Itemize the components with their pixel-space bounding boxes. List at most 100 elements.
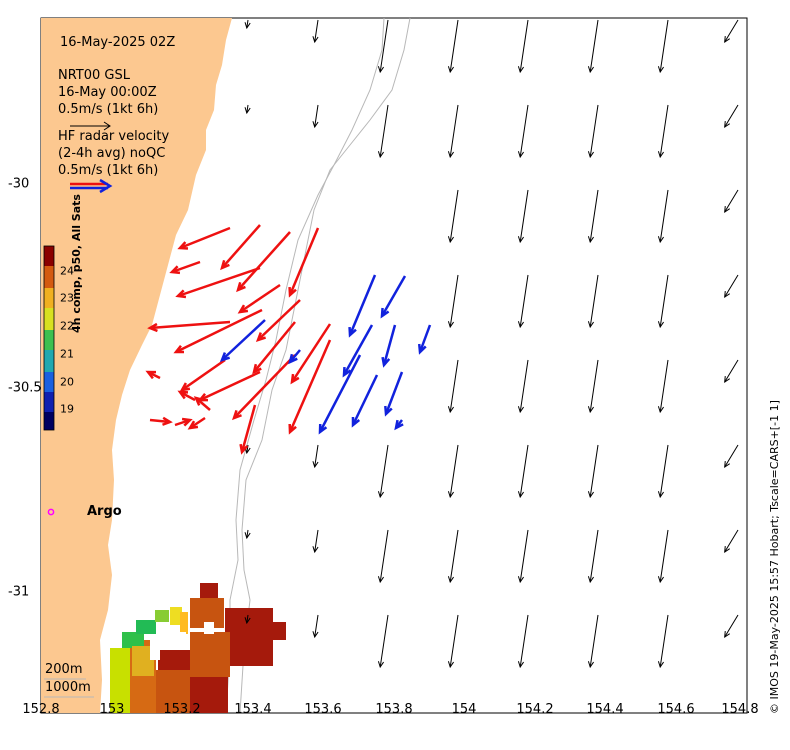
radar-vector-blue [394, 419, 404, 431]
model-vector-arrow [517, 19, 529, 74]
radar-vector-red [177, 390, 196, 402]
model-vector-arrow [312, 104, 319, 129]
radar-vector-blue [348, 274, 377, 338]
model-vector-arrow [244, 529, 251, 540]
x-tick-label: 154.8 [721, 702, 759, 717]
radar-vector-red [236, 231, 291, 293]
model-vector-arrow [724, 614, 739, 638]
radar-vector-red [252, 321, 296, 375]
model-vector-arrow [312, 614, 319, 639]
x-tick-label: 154 [451, 702, 477, 717]
model-vector-arrow [312, 529, 319, 554]
model-vector-arrow [377, 614, 389, 669]
radar-vector-red [147, 320, 231, 333]
radar-vector-blue [381, 324, 397, 368]
model-vector-arrow [312, 19, 319, 44]
model-vector-arrow [587, 529, 599, 584]
model-vector-arrow [657, 529, 669, 584]
model-vector-arrow [517, 529, 529, 584]
model-name-label: NRT00 GSL [58, 68, 130, 83]
radar-vector-blue [219, 319, 266, 362]
model-vector-arrow [447, 444, 459, 499]
colorbar-tick-20: 20 [60, 375, 74, 389]
radar-vector-red [179, 358, 226, 392]
model-vector-arrow [517, 614, 529, 669]
model-vector-arrow [587, 19, 599, 74]
model-vector-arrow [447, 274, 459, 329]
legend-radar-arrow [70, 178, 113, 194]
radar-vector-red [169, 260, 201, 275]
model-vector-arrow [657, 189, 669, 244]
model-vector-arrow [517, 274, 529, 329]
radar-vector-blue [380, 275, 407, 319]
model-vector-arrow [587, 444, 599, 499]
sst-pixels [110, 583, 286, 713]
colorbar-tick-23: 23 [60, 291, 74, 305]
radar-vector-red [149, 416, 173, 426]
model-vector-arrow [657, 444, 669, 499]
coastline-land [41, 18, 232, 713]
model-arrows [244, 19, 739, 669]
credit-label: © IMOS 19-May-2025 15:57 Hobart; Tscale=… [768, 400, 781, 714]
x-tick-label: 152.8 [22, 702, 60, 717]
radar-vector-red [232, 354, 296, 421]
x-tick-label: 154.6 [657, 702, 695, 717]
radar-vector-red [290, 323, 332, 385]
radar-vector-red [145, 370, 161, 380]
model-vector-arrow [587, 274, 599, 329]
radar-vector-red [187, 416, 206, 430]
model-vector-arrow [724, 104, 739, 128]
radar-vector-blue [288, 349, 301, 365]
legend-model-arrow [70, 121, 111, 131]
radar-vector-blue [384, 371, 404, 417]
model-vector-arrow [724, 189, 739, 213]
model-time-label: 16-May 00:00Z [58, 85, 157, 100]
radar-vector-red [173, 308, 263, 354]
radar-subtitle-label: (2-4h avg) noQC [58, 146, 166, 161]
model-vector-arrow [244, 19, 251, 30]
model-vector-arrow [724, 19, 739, 43]
model-vector-arrow [657, 19, 669, 74]
model-vector-arrow [377, 19, 389, 74]
model-vector-arrow [517, 189, 529, 244]
x-tick-label: 154.2 [516, 702, 554, 717]
radar-vector-red [177, 226, 231, 250]
colorbar-tick-24: 24 [60, 264, 74, 278]
model-vector-arrow [517, 359, 529, 414]
radar-vector-blue [342, 324, 374, 378]
argo-marker [47, 508, 55, 516]
model-vector-arrow [517, 104, 529, 159]
radar-vector-red [255, 299, 301, 342]
radar-vector-blue [417, 324, 432, 355]
model-vector-arrow [377, 529, 389, 584]
radar-vector-red [174, 417, 193, 427]
model-scale-label: 0.5m/s (1kt 6h) [58, 102, 159, 117]
model-vector-arrow [447, 359, 459, 414]
model-vector-arrow [657, 359, 669, 414]
radar-vector-red [175, 266, 261, 299]
x-tick-label: 153.2 [163, 702, 201, 717]
model-vector-arrow [377, 444, 389, 499]
depth-1000m-label: 1000m [45, 680, 91, 695]
y-tick-label: -30.5 [8, 380, 42, 396]
model-vector-arrow [724, 359, 739, 383]
model-vector-arrow [447, 189, 459, 244]
radar-vector-blue [318, 354, 362, 435]
model-vector-arrow [447, 104, 459, 159]
radar-vector-red [288, 339, 332, 435]
model-vector-arrow [657, 104, 669, 159]
x-tick-label: 153.8 [375, 702, 413, 717]
argo-label: Argo [87, 504, 122, 519]
radar-vector-red [220, 224, 261, 271]
radar-vector-red [288, 227, 320, 298]
depth-200m-label: 200m [45, 662, 83, 677]
colorbar-title: 4h comp, p50, All Sats [70, 194, 83, 333]
model-vector-arrow [447, 529, 459, 584]
model-vector-arrow [244, 614, 251, 625]
model-vector-arrow [447, 19, 459, 74]
model-vector-arrow [587, 614, 599, 669]
radar-title-label: HF radar velocity [58, 129, 170, 144]
x-tick-label: 153 [99, 702, 125, 717]
